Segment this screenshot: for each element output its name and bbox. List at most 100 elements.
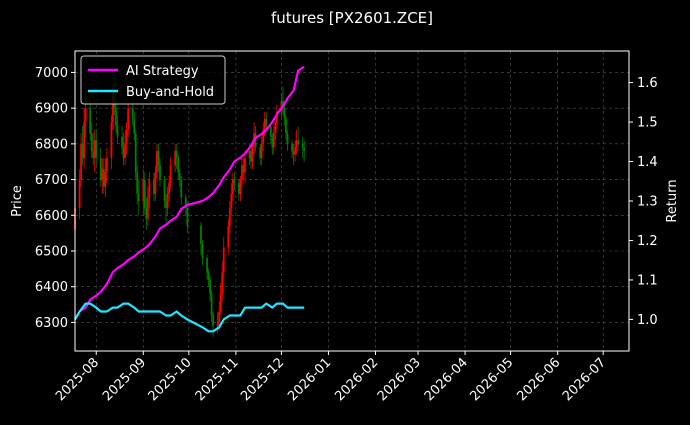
candle-body <box>175 151 178 159</box>
x-tick-label: 2025-12 <box>238 355 287 404</box>
candle-body <box>169 165 172 184</box>
candle <box>227 218 230 255</box>
candle-body <box>92 151 95 159</box>
y-right-tick-label: 1.5 <box>637 116 658 131</box>
candle-body <box>292 151 295 155</box>
candle-body <box>78 179 81 209</box>
candle <box>78 168 81 219</box>
candle-body <box>125 129 128 144</box>
candle <box>93 129 96 173</box>
candle <box>157 143 160 173</box>
candle-body <box>134 133 137 173</box>
candle-body <box>178 172 181 180</box>
candle <box>212 311 215 337</box>
candle <box>303 140 306 162</box>
candle-body <box>271 136 274 148</box>
candle-body <box>81 143 84 159</box>
x-tick-label: 2026-07 <box>560 355 609 404</box>
candle-body <box>201 243 204 259</box>
y-right-tick-label: 1.0 <box>637 313 658 328</box>
candle <box>156 143 158 180</box>
candle-body <box>121 136 123 148</box>
x-axis: 2025-082025-092025-102025-112025-122026-… <box>53 351 609 404</box>
candle <box>145 197 148 230</box>
x-tick-label: 2025-10 <box>146 355 195 404</box>
candle-body <box>228 208 231 226</box>
candle-body <box>186 208 189 226</box>
candle <box>239 176 242 201</box>
candle <box>101 158 104 194</box>
candle <box>269 122 272 144</box>
candle-body <box>230 193 233 209</box>
candle <box>291 140 293 159</box>
candle-body <box>275 111 278 123</box>
candle <box>228 201 231 234</box>
candle <box>238 179 240 201</box>
y-right-tick-label: 1.3 <box>637 195 658 210</box>
candle-body <box>303 147 306 151</box>
candle <box>165 193 167 223</box>
candle <box>92 133 95 166</box>
candle-body <box>102 168 105 187</box>
candle-body <box>239 179 242 194</box>
candle <box>105 147 108 184</box>
candle-body <box>274 122 277 134</box>
candle-body <box>216 322 219 326</box>
candle-body <box>84 108 87 123</box>
candle-body <box>231 179 234 194</box>
candle-body <box>145 208 148 219</box>
candle <box>231 172 234 201</box>
candle-body <box>115 108 117 126</box>
candle <box>250 143 252 169</box>
x-tick-label: 2026-02 <box>332 355 381 404</box>
y-axis-left: 6300 6400 6500 6600 6700 6800 6900 7000 <box>35 66 75 331</box>
candle-body <box>297 140 300 144</box>
candle-body <box>184 197 187 209</box>
candle <box>159 158 161 187</box>
legend-label-buy-and-hold: Buy-and-Hold <box>126 85 214 100</box>
candle-body <box>209 279 211 294</box>
candle <box>125 122 128 155</box>
candle <box>210 290 213 323</box>
candle <box>201 240 204 266</box>
candle <box>95 129 98 166</box>
candle <box>186 201 189 234</box>
candle-body <box>250 151 252 162</box>
candle <box>301 136 304 159</box>
candle-body <box>272 133 275 148</box>
candle <box>163 176 166 209</box>
candle-body <box>154 172 157 194</box>
candle-body <box>156 151 158 173</box>
candle-body <box>136 172 139 194</box>
x-tick-label: 2026-06 <box>514 355 563 404</box>
candle-body <box>177 158 180 173</box>
candle-body <box>146 197 149 219</box>
candle <box>122 133 125 166</box>
candle <box>297 126 300 151</box>
candle-body <box>157 151 160 166</box>
candle-body <box>269 126 272 137</box>
candle-body <box>104 172 107 187</box>
candle-body <box>227 226 230 248</box>
candle <box>99 147 102 187</box>
candle-body <box>163 179 166 201</box>
candle <box>207 268 210 287</box>
candle-body <box>262 129 265 144</box>
candle-body <box>137 193 140 201</box>
candle-body <box>218 311 221 323</box>
candle <box>221 261 224 301</box>
candle <box>283 104 286 126</box>
series-line-ai-strategy <box>74 65 305 320</box>
series-line-buy-and-hold <box>74 302 305 333</box>
candle <box>166 186 169 216</box>
candle <box>222 236 225 280</box>
x-tick-label: 2026-01 <box>285 355 334 404</box>
candle <box>262 122 265 151</box>
candle-body <box>143 179 146 209</box>
candle-body <box>142 179 145 201</box>
x-tick-label: 2026-05 <box>467 355 516 404</box>
candle <box>272 126 275 155</box>
chart-title: futures [PX2601.ZCE] <box>271 9 433 27</box>
candle <box>241 158 243 187</box>
candle-body <box>233 179 236 184</box>
